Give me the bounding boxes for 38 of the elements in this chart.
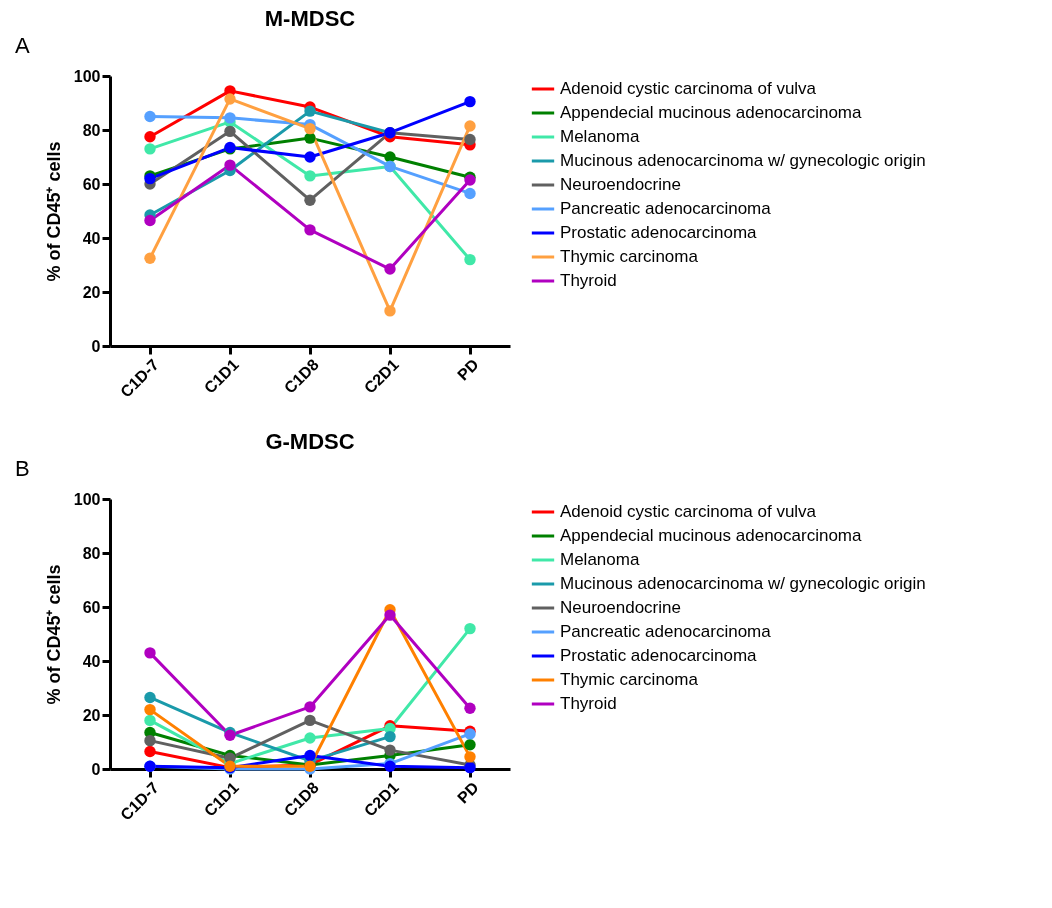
- legend-label: Prostatic adenocarcinoma: [560, 646, 758, 665]
- y-tick-label: 0: [91, 760, 101, 778]
- legend-label: Appendecial mucinous adenocarcinoma: [560, 526, 863, 545]
- y-tick-label: 40: [82, 229, 101, 247]
- legend-label: Melanoma: [560, 127, 640, 146]
- y-tick-label: 100: [73, 490, 101, 508]
- legend-label: Adenoid cystic carcinoma of vulva: [560, 502, 817, 521]
- x-tick-label: PD: [454, 355, 482, 384]
- text: B: [15, 456, 30, 481]
- y-tick-label: 80: [82, 121, 101, 139]
- legend-label: Neuroendocrine: [560, 175, 681, 194]
- chart-title: G-MDSC: [265, 429, 355, 454]
- legend-label: Thyroid: [560, 694, 617, 713]
- y-tick-label: 80: [82, 544, 101, 562]
- y-axis-title: % of CD45⁺ cells: [43, 564, 64, 705]
- y-tick-label: 60: [82, 175, 101, 193]
- legend-label: Appendecial mucinous adenocarcinoma: [560, 103, 863, 122]
- legend-label: Melanoma: [560, 550, 640, 569]
- legend-label: Thyroid: [560, 271, 617, 290]
- x-tick-label: PD: [454, 778, 482, 807]
- y-tick-label: 20: [82, 706, 101, 724]
- y-axis-title: % of CD45⁺ cells: [43, 141, 64, 282]
- legend-label: Pancreatic adenocarcinoma: [560, 199, 772, 218]
- legend-label: Mucinous adenocarcinoma w/ gynecologic origin: [560, 151, 926, 170]
- legend-label: Thymic carcinoma: [560, 670, 699, 689]
- legend-label: Adenoid cystic carcinoma of vulva: [560, 79, 817, 98]
- legend-label: Neuroendocrine: [560, 598, 681, 617]
- y-tick-label: 0: [91, 337, 101, 355]
- y-tick-label: 40: [82, 652, 101, 670]
- legend-label: Mucinous adenocarcinoma w/ gynecologic origin: [560, 574, 926, 593]
- legend-label: Pancreatic adenocarcinoma: [560, 622, 772, 641]
- chart-title: M-MDSC: [264, 6, 356, 31]
- legend-label: Thymic carcinoma: [560, 247, 699, 266]
- y-tick-label: 60: [82, 598, 101, 616]
- y-tick-label: 20: [82, 283, 101, 301]
- y-tick-label: 100: [73, 67, 101, 85]
- text: A: [15, 33, 30, 58]
- legend-label: Prostatic adenocarcinoma: [560, 223, 758, 242]
